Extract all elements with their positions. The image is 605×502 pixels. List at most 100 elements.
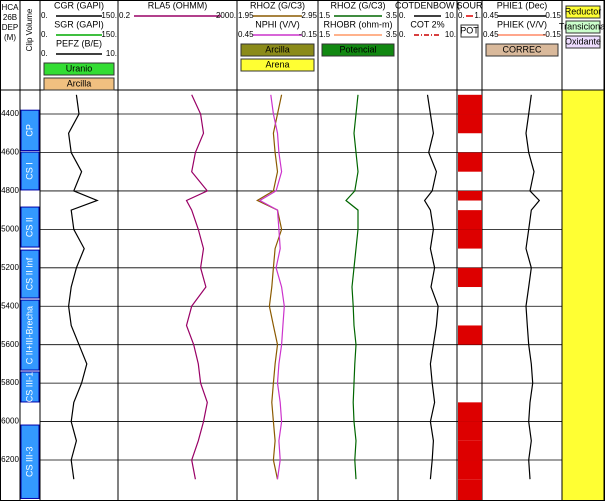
zone-label: CS III-3 — [24, 446, 34, 477]
legend-label: POT — [460, 25, 479, 35]
depth-label: 4400 — [1, 109, 19, 118]
scale-label: 3.5 — [386, 30, 398, 39]
zone-label: CS II — [24, 217, 34, 237]
depth-label: 6000 — [1, 417, 19, 426]
zone-label: CP — [24, 124, 34, 137]
zone-label: C II+III-Brecha — [24, 306, 34, 364]
scale-label: 2000. — [216, 11, 236, 20]
scale-label: -0.15 — [299, 30, 318, 39]
flag-band — [458, 402, 482, 422]
depth-label: 5800 — [1, 378, 19, 387]
zone-label: CS III-1 — [24, 372, 34, 403]
scale-label: 0.45 — [238, 30, 254, 39]
flag-band — [458, 440, 482, 461]
depth-header: HCA — [2, 3, 20, 12]
depth-label: 4800 — [1, 186, 19, 195]
legend-label: Oxidante — [565, 36, 601, 46]
zone — [20, 151, 40, 191]
curve-name: NPHI (V/V) — [255, 19, 300, 29]
scale-label: 10. — [445, 30, 456, 39]
scale-label: 10. — [106, 49, 117, 58]
zone-label: CS II Inf — [24, 257, 34, 290]
flag-band — [458, 479, 482, 500]
flag-band — [458, 94, 482, 115]
legend-label: CORREC — [502, 44, 542, 54]
log-curve — [345, 94, 359, 480]
legend-label: Arcilla — [265, 44, 290, 54]
curve-name: PHIE1 (Dec) — [497, 0, 548, 10]
curve-name: PHIEK (V/V) — [497, 19, 547, 29]
curve-name: SOUR — [456, 0, 483, 10]
legend-label: Potencial — [339, 44, 376, 54]
scale-label: 1.95 — [238, 11, 254, 20]
legend-label: Uranio — [66, 63, 93, 73]
legend-box — [43, 62, 115, 76]
log-curve — [525, 94, 541, 480]
scale-label: 0. — [41, 49, 48, 58]
flag-band — [458, 210, 482, 230]
flag-band — [458, 421, 482, 441]
depth-label: 5200 — [1, 263, 19, 272]
depth-header: 26B — [3, 13, 17, 22]
zone — [20, 299, 40, 371]
zone — [20, 109, 40, 152]
curve-name: CGR (GAPI) — [54, 0, 104, 10]
depth-label: 5000 — [1, 224, 19, 233]
flag-band — [458, 325, 482, 345]
flag-band — [458, 229, 482, 249]
legend-box — [240, 43, 315, 57]
depth-label: 6200 — [1, 455, 19, 464]
curve-name: SGR (GAPI) — [54, 19, 104, 29]
scale-label: 0. — [458, 11, 465, 20]
scale-label: -0.15 — [543, 11, 562, 20]
scale-label: 1.5 — [319, 30, 331, 39]
curve-name: RLA5 (OHMM) — [148, 0, 208, 10]
legend-label: Transicional — [559, 21, 605, 31]
curve-name: COT 2% — [410, 19, 444, 29]
scale-label: 1. — [474, 11, 481, 20]
scale-label: 150. — [101, 30, 117, 39]
scale-label: 0. — [399, 30, 406, 39]
zone — [20, 424, 40, 499]
curve-name: RHOZ (G/C3) — [331, 0, 386, 10]
depth-label: 5600 — [1, 340, 19, 349]
zone — [20, 206, 40, 248]
curve-name: COTDENBOW ( — [395, 0, 460, 10]
depth-header: (M) — [4, 33, 16, 42]
depth-header: DEP — [2, 23, 18, 32]
legend-box — [321, 43, 395, 57]
flag-band — [458, 190, 482, 201]
zone — [20, 371, 40, 403]
log-curve — [258, 94, 285, 480]
flag-band — [458, 114, 482, 134]
legend-label: Arcilla — [67, 78, 92, 88]
curve-name: RHOBR (ohm-m) — [324, 19, 393, 29]
scale-label: 3.5 — [386, 11, 398, 20]
scale-label: 0.2 — [119, 11, 131, 20]
log-curve — [185, 94, 209, 480]
curve-name: RHOZ (G/C3) — [250, 0, 305, 10]
scale-label: 1.5 — [319, 11, 331, 20]
log-curve — [67, 94, 99, 480]
scale-label: 0.45 — [483, 11, 499, 20]
flag-band — [458, 460, 482, 480]
log-curve — [423, 94, 439, 480]
legend-label: Reductor — [565, 6, 602, 16]
legend-box — [565, 35, 601, 49]
scale-label: -0.15 — [543, 30, 562, 39]
scale-label: 0.45 — [483, 30, 499, 39]
flag-band — [458, 152, 482, 172]
scale-label: 10. — [445, 11, 456, 20]
legend-label: Arena — [265, 59, 289, 69]
legend-box — [43, 77, 115, 91]
zone — [20, 249, 40, 299]
scale-label: 150. — [101, 11, 117, 20]
depth-label: 4600 — [1, 148, 19, 157]
legend-box — [565, 5, 601, 19]
scale-label: 0. — [41, 11, 48, 20]
legend-box — [460, 24, 479, 38]
depth-label: 5400 — [1, 301, 19, 310]
curve-name: PEFZ (B/E) — [56, 38, 102, 48]
